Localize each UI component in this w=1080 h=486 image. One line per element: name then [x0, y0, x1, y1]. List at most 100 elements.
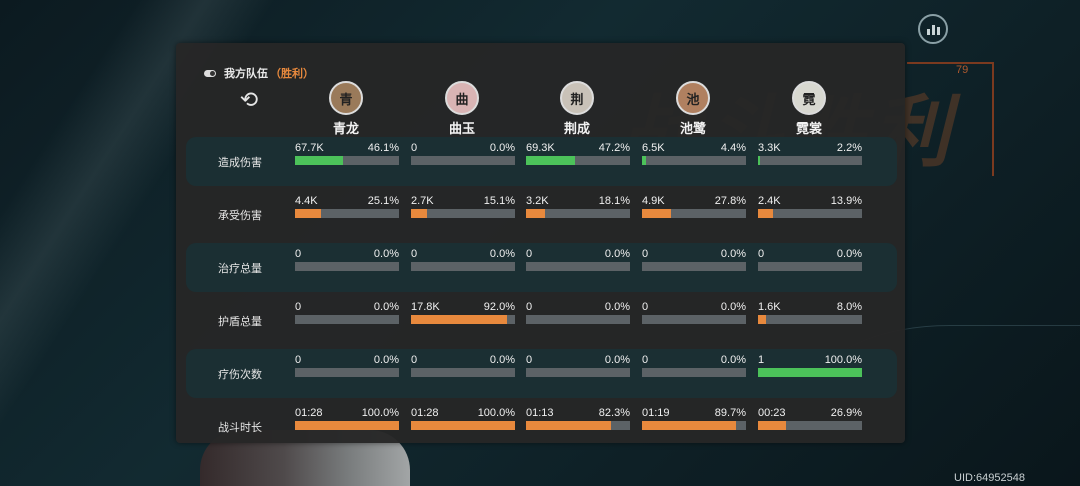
character-name: 池鹭 [679, 121, 706, 136]
stat-cell: 17.8K 92.0% [411, 300, 515, 324]
stat-cell: 0 0.0% [758, 247, 862, 271]
character-avatar[interactable]: 曲 [445, 81, 479, 115]
stat-percent: 100.0% [361, 407, 399, 419]
stat-value: 0 [411, 248, 418, 260]
stat-value: 0 [642, 248, 649, 260]
battle-result: （胜利） [270, 68, 314, 80]
stat-percent: 0.0% [373, 248, 399, 260]
stat-progress-bar [411, 368, 515, 377]
character-column-header: 荆荆成 [527, 81, 627, 137]
stat-cell: 2.4K 13.9% [758, 194, 862, 218]
character-avatar-glyph: 曲 [455, 91, 469, 107]
stat-progress-fill [526, 156, 575, 165]
stat-cell: 3.2K 18.1% [526, 194, 630, 218]
stat-percent: 0.0% [720, 354, 746, 366]
stat-cell: 4.9K 27.8% [642, 194, 746, 218]
stat-progress-bar [642, 315, 746, 324]
stat-progress-bar [758, 368, 862, 377]
stat-value: 01:13 [526, 407, 554, 419]
stat-value: 01:28 [411, 407, 439, 419]
stat-progress-fill [642, 421, 736, 430]
stat-progress-bar [642, 156, 746, 165]
stat-cell: 0 0.0% [411, 141, 515, 165]
stat-cell: 0 0.0% [526, 300, 630, 324]
stat-value: 0 [758, 248, 765, 260]
background-frame-number: 79 [956, 64, 969, 76]
stat-cell: 3.3K 2.2% [758, 141, 862, 165]
stat-progress-bar [295, 156, 399, 165]
stat-label: 造成伤害 [218, 157, 262, 169]
stat-cell: 0 0.0% [411, 247, 515, 271]
stat-label: 承受伤害 [218, 210, 262, 222]
stat-progress-fill [758, 368, 862, 377]
stat-cell: 0 0.0% [526, 353, 630, 377]
stat-progress-fill [526, 421, 612, 430]
stat-value: 0 [526, 301, 533, 313]
stat-row: 战斗时长 01:28 100.0% 01:28 100.0% 01:13 82.3% 01:1… [186, 402, 897, 451]
stat-cell: 0 0.0% [411, 353, 515, 377]
stat-value: 4.9K [642, 195, 665, 207]
stat-cell: 0 0.0% [295, 300, 399, 324]
stat-percent: 4.4% [720, 142, 746, 154]
stat-cell: 01:28 100.0% [295, 406, 399, 430]
stat-progress-bar [526, 421, 630, 430]
stat-percent: 92.0% [483, 301, 515, 313]
stat-percent: 0.0% [720, 248, 746, 260]
statistics-icon[interactable] [918, 14, 948, 44]
stat-progress-bar [411, 262, 515, 271]
stat-value: 00:23 [758, 407, 786, 419]
stat-percent: 2.2% [836, 142, 862, 154]
stat-cell: 01:13 82.3% [526, 406, 630, 430]
refresh-icon[interactable]: ⟲ [239, 87, 259, 112]
stat-progress-bar [758, 209, 862, 218]
stat-value: 0 [642, 301, 649, 313]
stat-percent: 100.0% [824, 354, 862, 366]
stat-progress-fill [758, 421, 787, 430]
stat-percent: 8.0% [836, 301, 862, 313]
stat-cell: 0 0.0% [642, 247, 746, 271]
stat-progress-fill [295, 156, 343, 165]
stat-percent: 0.0% [604, 354, 630, 366]
stat-percent: 0.0% [373, 354, 399, 366]
toggle-icon[interactable] [204, 69, 216, 77]
stat-cell: 0 0.0% [642, 300, 746, 324]
stat-progress-bar [411, 315, 515, 324]
stat-value: 67.7K [295, 142, 324, 154]
background-frame [907, 62, 994, 176]
stat-progress-bar [411, 156, 515, 165]
stat-percent: 0.0% [373, 301, 399, 313]
character-avatar-glyph: 荆 [570, 91, 584, 107]
stat-percent: 82.3% [598, 407, 630, 419]
stat-label: 治疗总量 [218, 263, 262, 275]
stat-progress-bar [526, 315, 630, 324]
character-column-header: 霓霓裳 [759, 81, 859, 137]
stat-value: 6.5K [642, 142, 665, 154]
character-name: 荆成 [563, 121, 590, 136]
stat-value: 01:19 [642, 407, 670, 419]
character-avatar-glyph: 池 [686, 91, 700, 107]
stat-cell: 0 0.0% [295, 353, 399, 377]
character-avatar[interactable]: 荆 [560, 81, 594, 115]
stat-value: 3.2K [526, 195, 549, 207]
stat-percent: 13.9% [830, 195, 862, 207]
stat-percent: 15.1% [483, 195, 515, 207]
stat-progress-bar [758, 156, 862, 165]
stat-value: 1.6K [758, 301, 781, 313]
character-avatar[interactable]: 霓 [792, 81, 826, 115]
stat-percent: 25.1% [367, 195, 399, 207]
stat-percent: 0.0% [489, 354, 515, 366]
stat-cell: 0 0.0% [526, 247, 630, 271]
character-avatar[interactable]: 青 [329, 81, 363, 115]
stat-row: 承受伤害 4.4K 25.1% 2.7K 15.1% 3.2K 18.1% 4.9K 27.8%… [186, 190, 897, 239]
stat-progress-bar [295, 368, 399, 377]
character-name: 青龙 [332, 121, 359, 136]
character-avatar[interactable]: 池 [676, 81, 710, 115]
stat-value: 2.4K [758, 195, 781, 207]
stat-cell: 0 0.0% [642, 353, 746, 377]
stat-label: 疗伤次数 [218, 369, 262, 381]
stat-value: 01:28 [295, 407, 323, 419]
stat-cell: 00:23 26.9% [758, 406, 862, 430]
stat-progress-fill [411, 315, 507, 324]
stat-value: 0 [411, 354, 418, 366]
stat-row: 造成伤害 67.7K 46.1% 0 0.0% 69.3K 47.2% 6.5K 4.4% 3.3… [186, 137, 897, 186]
